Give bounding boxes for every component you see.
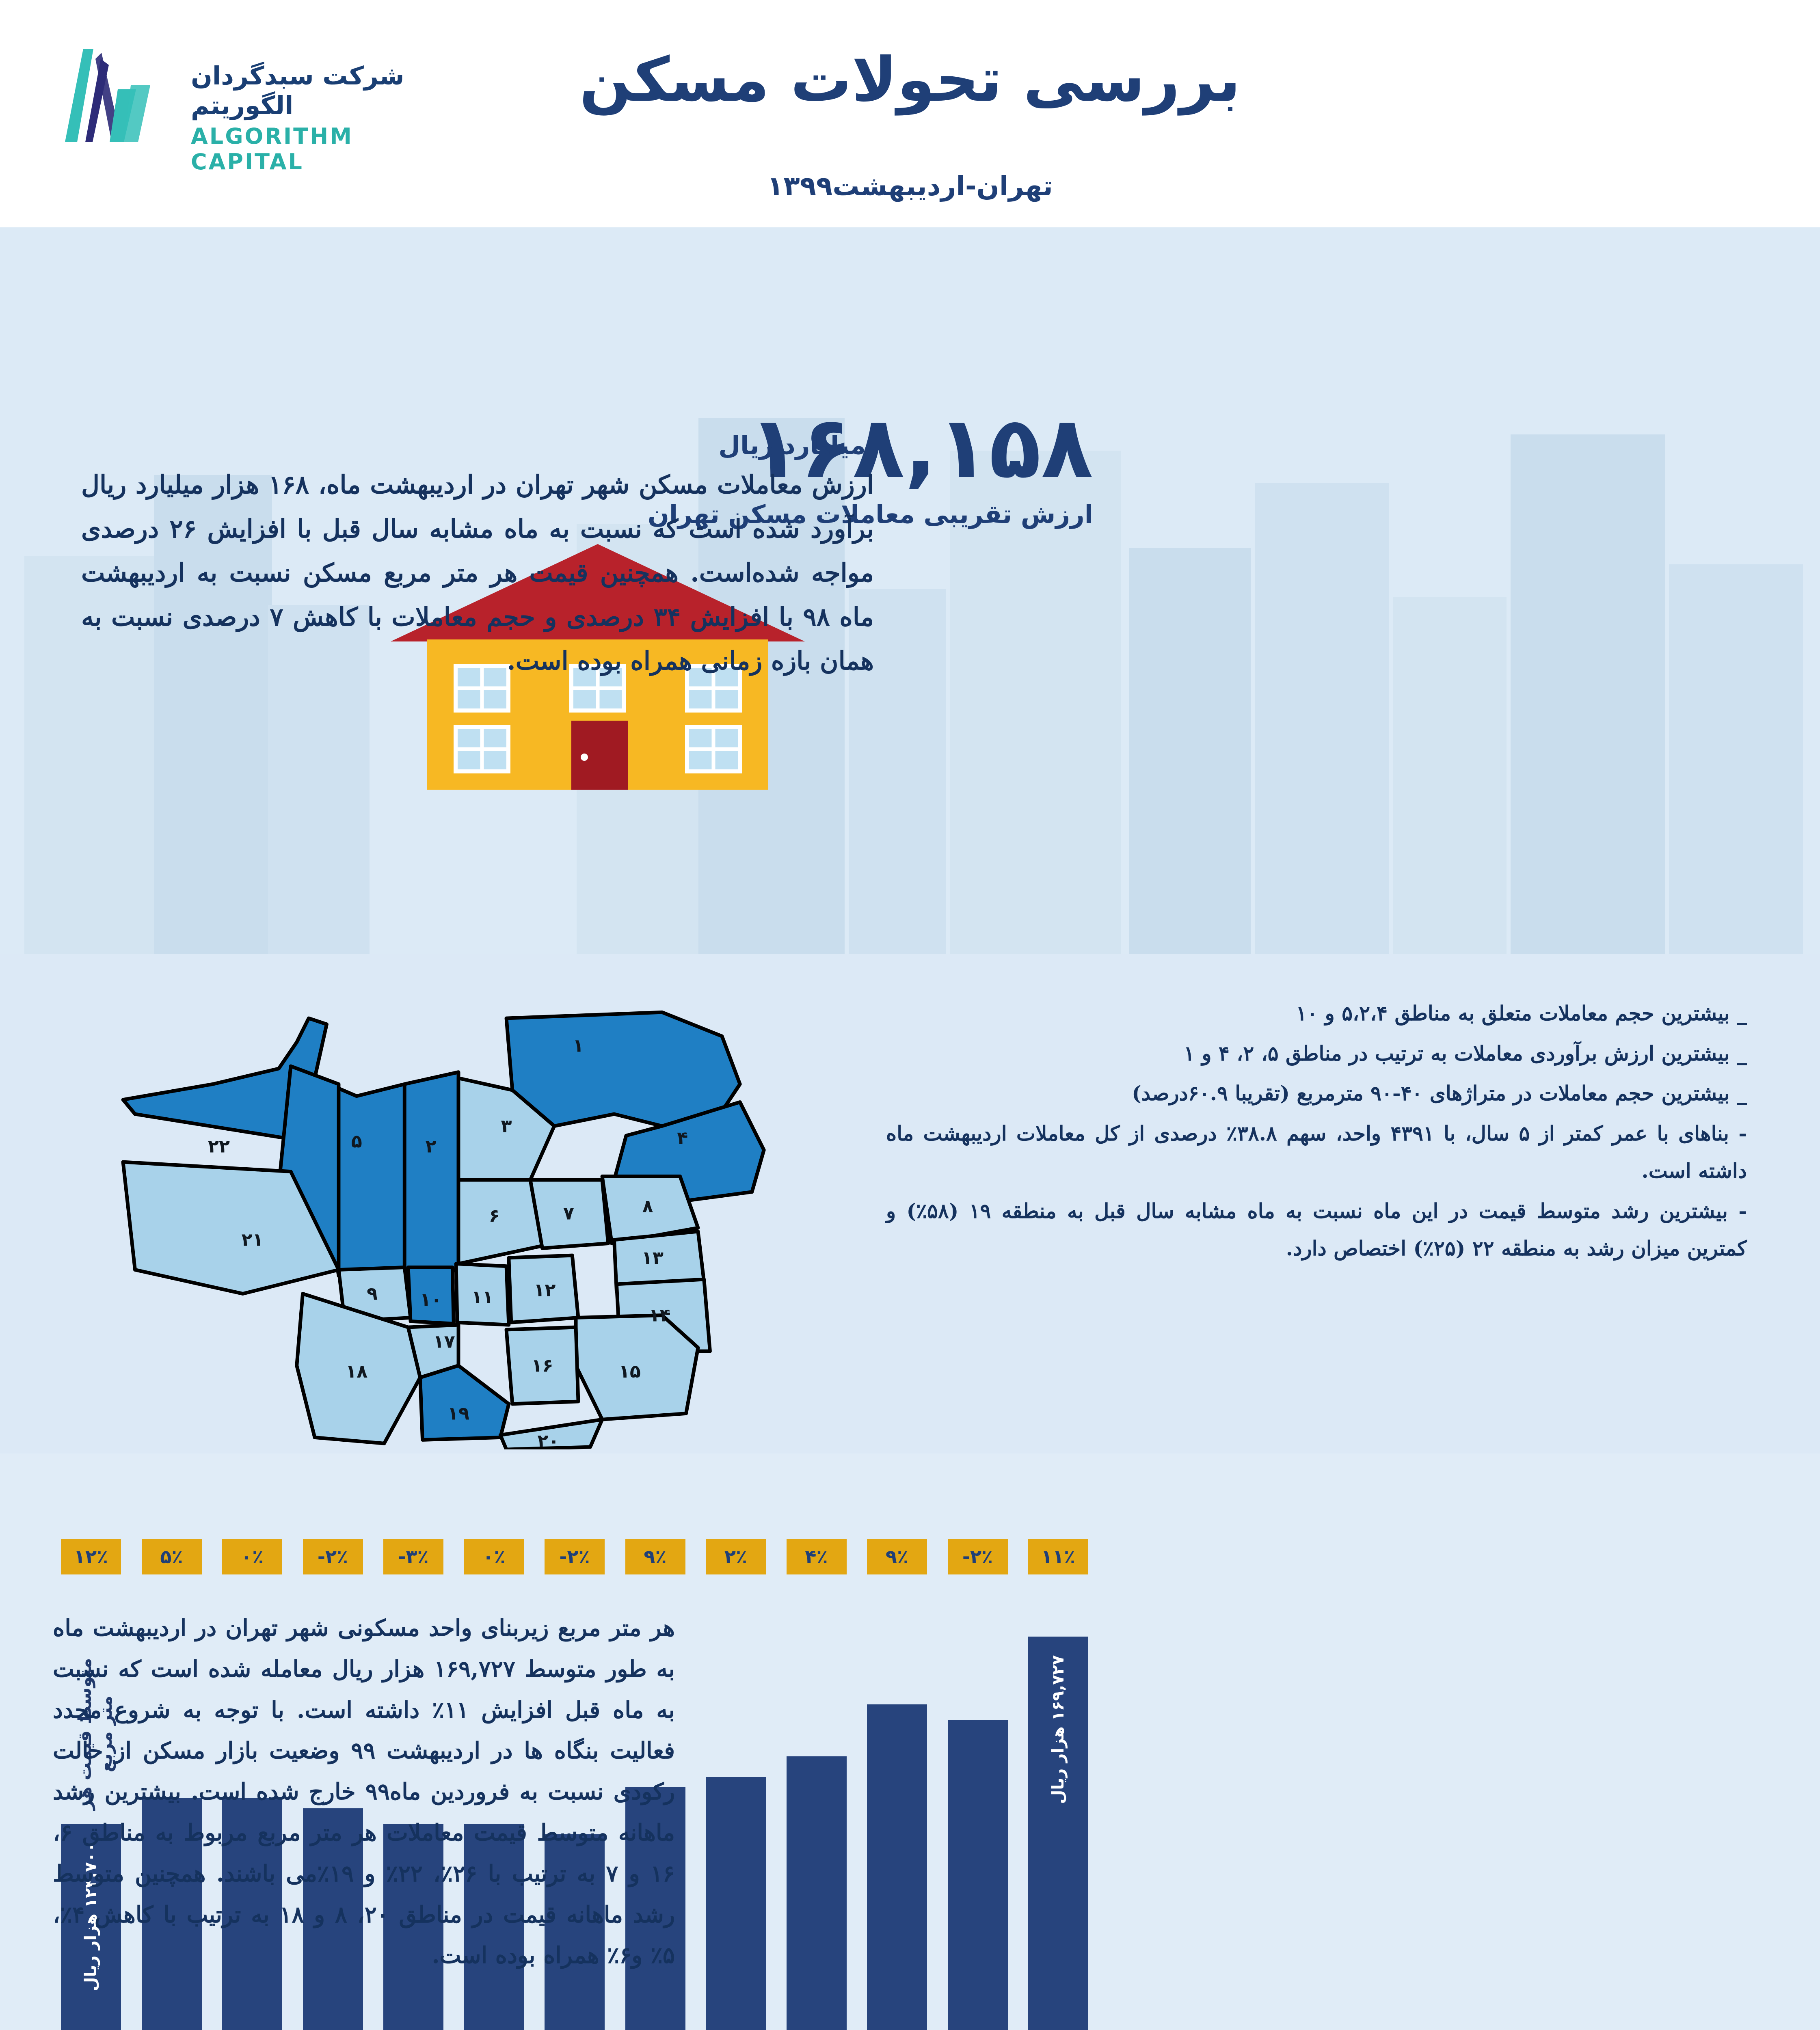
- chart-bar: [141, 1798, 202, 2030]
- change-badge: ۵٪: [141, 1539, 202, 1574]
- change-badge: ۳٪-: [383, 1539, 443, 1574]
- map-region-label: ۲۱: [242, 1230, 264, 1250]
- tehran-districts-map: ۱ ۲ ۳ ۴ ۵ ۶ ۷ ۸ ۹ ۱۰ ۱۱ ۱۲ ۱۳ ۱۴ ۱۵ ۱۶ ۱: [89, 970, 780, 1451]
- map-region-label: ۲۲: [208, 1136, 230, 1157]
- chart-change-badges: ۱۲٪ ۵٪ ۰٪ ۲٪- ۳٪- ۰٪ ۲٪- ۹٪ ۲٪ ۴٪ ۹٪ ۲٪- ۱۱٪: [61, 1539, 1088, 1575]
- chart-bar: ۱۲۴,۷۰۰ هزار ریال: [61, 1824, 121, 2030]
- skyline-building: [849, 589, 946, 954]
- chart-bar: [464, 1824, 524, 2030]
- total-value-unit: میلیارد ریال: [718, 430, 866, 460]
- bar-wrapper: ۱۲۴,۷۰۰ هزار ریال: [61, 1616, 121, 2030]
- change-badge: ۰٪: [222, 1539, 282, 1574]
- map-region-label: ۸: [642, 1196, 653, 1217]
- map-region-label: ۱۱: [471, 1287, 493, 1308]
- map-region-label: ۴: [677, 1128, 688, 1149]
- skyline-building: [1669, 564, 1803, 954]
- bar-wrapper: ۱۶۹,۷۲۷ هزار ریال: [1028, 1616, 1088, 2030]
- bar-wrapper: [545, 1616, 605, 2030]
- bullet-item: _ بیشترین حجم معاملات در متراژهای ۴۰-۹۰ …: [1132, 1081, 1747, 1105]
- bar-wrapper: [706, 1616, 766, 2030]
- house-illustration-icon: [383, 536, 813, 796]
- map-region-label: ۲: [426, 1136, 437, 1157]
- bar-wrapper: [303, 1616, 363, 2030]
- bar-wrapper: [786, 1616, 847, 2030]
- mid-section: _ بیشترین حجم معاملات متعلق به مناطق ۵،۲…: [0, 954, 1820, 1453]
- bullet-list: _ بیشترین حجم معاملات متعلق به مناطق ۵،۲…: [886, 995, 1747, 1270]
- change-badge: ۲٪-: [545, 1539, 605, 1574]
- change-badge: ۰٪: [464, 1539, 524, 1574]
- hero-section: ۱۶۸,۱۵۸ میلیارد ریال ارزش تقریبی معاملات…: [0, 227, 1820, 954]
- map-region-label: ۳: [501, 1116, 512, 1136]
- map-region-label: ۱۸: [346, 1361, 367, 1382]
- change-badge: ۲٪-: [947, 1539, 1008, 1574]
- chart-bar: [303, 1808, 363, 2030]
- bar-wrapper: [464, 1616, 524, 2030]
- change-badge: ۲٪: [706, 1539, 766, 1574]
- skyline-building: [1255, 483, 1389, 954]
- map-region-label: ۱۹: [447, 1403, 469, 1424]
- bar-wrapper: [625, 1616, 685, 2030]
- bullet-item: _ بیشترین حجم معاملات متعلق به مناطق ۵،۲…: [1296, 1001, 1747, 1025]
- brand-name-en: ALGORITHM CAPITAL: [191, 123, 353, 175]
- bullet-item: - بیشترین رشد متوسط قیمت در این ماه نسبت…: [886, 1199, 1747, 1261]
- header-band: [0, 0, 1820, 227]
- bar-value-label: ۱۶۹,۷۲۷ هزار ریال: [1049, 1655, 1068, 1804]
- map-region-label: ۱۶: [531, 1355, 553, 1376]
- chart-bar: [625, 1787, 685, 2030]
- change-badge: ۲٪-: [303, 1539, 363, 1574]
- chart-bar: [867, 1704, 927, 2030]
- map-region-label: ۱۵: [619, 1361, 641, 1382]
- map-region-label: ۲۰: [537, 1431, 559, 1449]
- change-badge: ۴٪: [786, 1539, 847, 1574]
- skyline-building: [1511, 434, 1665, 954]
- chart-bar: [222, 1798, 282, 2030]
- bar-wrapper: [383, 1616, 443, 2030]
- change-badge: ۱۲٪: [61, 1539, 121, 1574]
- map-region-label: ۹: [367, 1283, 378, 1304]
- algorithm-capital-logo-icon: [41, 37, 187, 146]
- chart-bar: [383, 1824, 443, 2030]
- chart-bars: ۱۲۴,۷۰۰ هزار ریال ۱۶۹,۷۲۷ هزار ریال: [61, 1616, 1088, 2030]
- skyline-building: [24, 556, 158, 954]
- skyline-building: [268, 605, 370, 954]
- total-value-number: ۱۶۸,۱۵۸: [748, 398, 1093, 497]
- bar-wrapper: [947, 1616, 1008, 2030]
- skyline-building: [154, 475, 272, 954]
- brand-text: شرکت سبدگردان الگوریتم ALGORITHM CAPITAL: [191, 61, 475, 175]
- bullet-item: - بناهای با عمر کمتر از ۵ سال، با ۴۳۹۱ و…: [886, 1121, 1747, 1183]
- chart-bar: [545, 1834, 605, 2030]
- change-badge: ۱۱٪: [1028, 1539, 1088, 1574]
- map-region-label: ۱: [573, 1036, 584, 1056]
- page-subtitle: تهران-اردیبهشت۱۳۹۹: [767, 171, 1053, 202]
- total-value-caption: ارزش تقریبی معاملات مسکن تهران: [647, 499, 1093, 529]
- map-region-label: ۱۲: [534, 1280, 556, 1300]
- map-region-label: ۵: [351, 1132, 362, 1152]
- chart-bar: ۱۶۹,۷۲۷ هزار ریال: [1028, 1637, 1088, 2030]
- map-region-label: ۱۰: [420, 1289, 442, 1310]
- skyline-building: [1129, 548, 1251, 954]
- map-region-label: ۱۷: [433, 1331, 455, 1352]
- page-title: بررسی تحولات مسکن: [579, 45, 1241, 115]
- chart-bar: [706, 1777, 766, 2030]
- map-region-label: ۶: [489, 1206, 500, 1227]
- map-region-label: ۷: [563, 1203, 574, 1224]
- brand-name-fa: شرکت سبدگردان الگوریتم: [191, 61, 405, 120]
- map-region-label: ۱۴: [649, 1305, 671, 1326]
- change-badge: ۹٪: [867, 1539, 927, 1574]
- chart-paragraph: هر متر مربع زیربنای واحد مسکونی شهر تهرا…: [53, 1615, 675, 1969]
- map-region-label: ۱۳: [642, 1248, 664, 1268]
- bullet-item: _ بیشترین ارزش برآوردی معاملات به ترتیب …: [1184, 1041, 1747, 1065]
- bar-wrapper: [867, 1616, 927, 2030]
- change-badge: ۹٪: [625, 1539, 685, 1574]
- skyline-building: [950, 451, 1121, 954]
- price-chart: متوسط قیمت هر متر مربع ۱۲٪ ۵٪ ۰٪ ۲٪- ۳٪- ۰٪ ۲٪…: [0, 1453, 1121, 2030]
- bar-wrapper: [141, 1616, 202, 2030]
- chart-bar: [786, 1756, 847, 2030]
- chart-bar: [947, 1720, 1008, 2030]
- hero-paragraph: ارزش معاملات مسکن شهر تهران در اردیبهشت …: [81, 470, 874, 676]
- bar-wrapper: [222, 1616, 282, 2030]
- skyline-building: [1393, 597, 1507, 954]
